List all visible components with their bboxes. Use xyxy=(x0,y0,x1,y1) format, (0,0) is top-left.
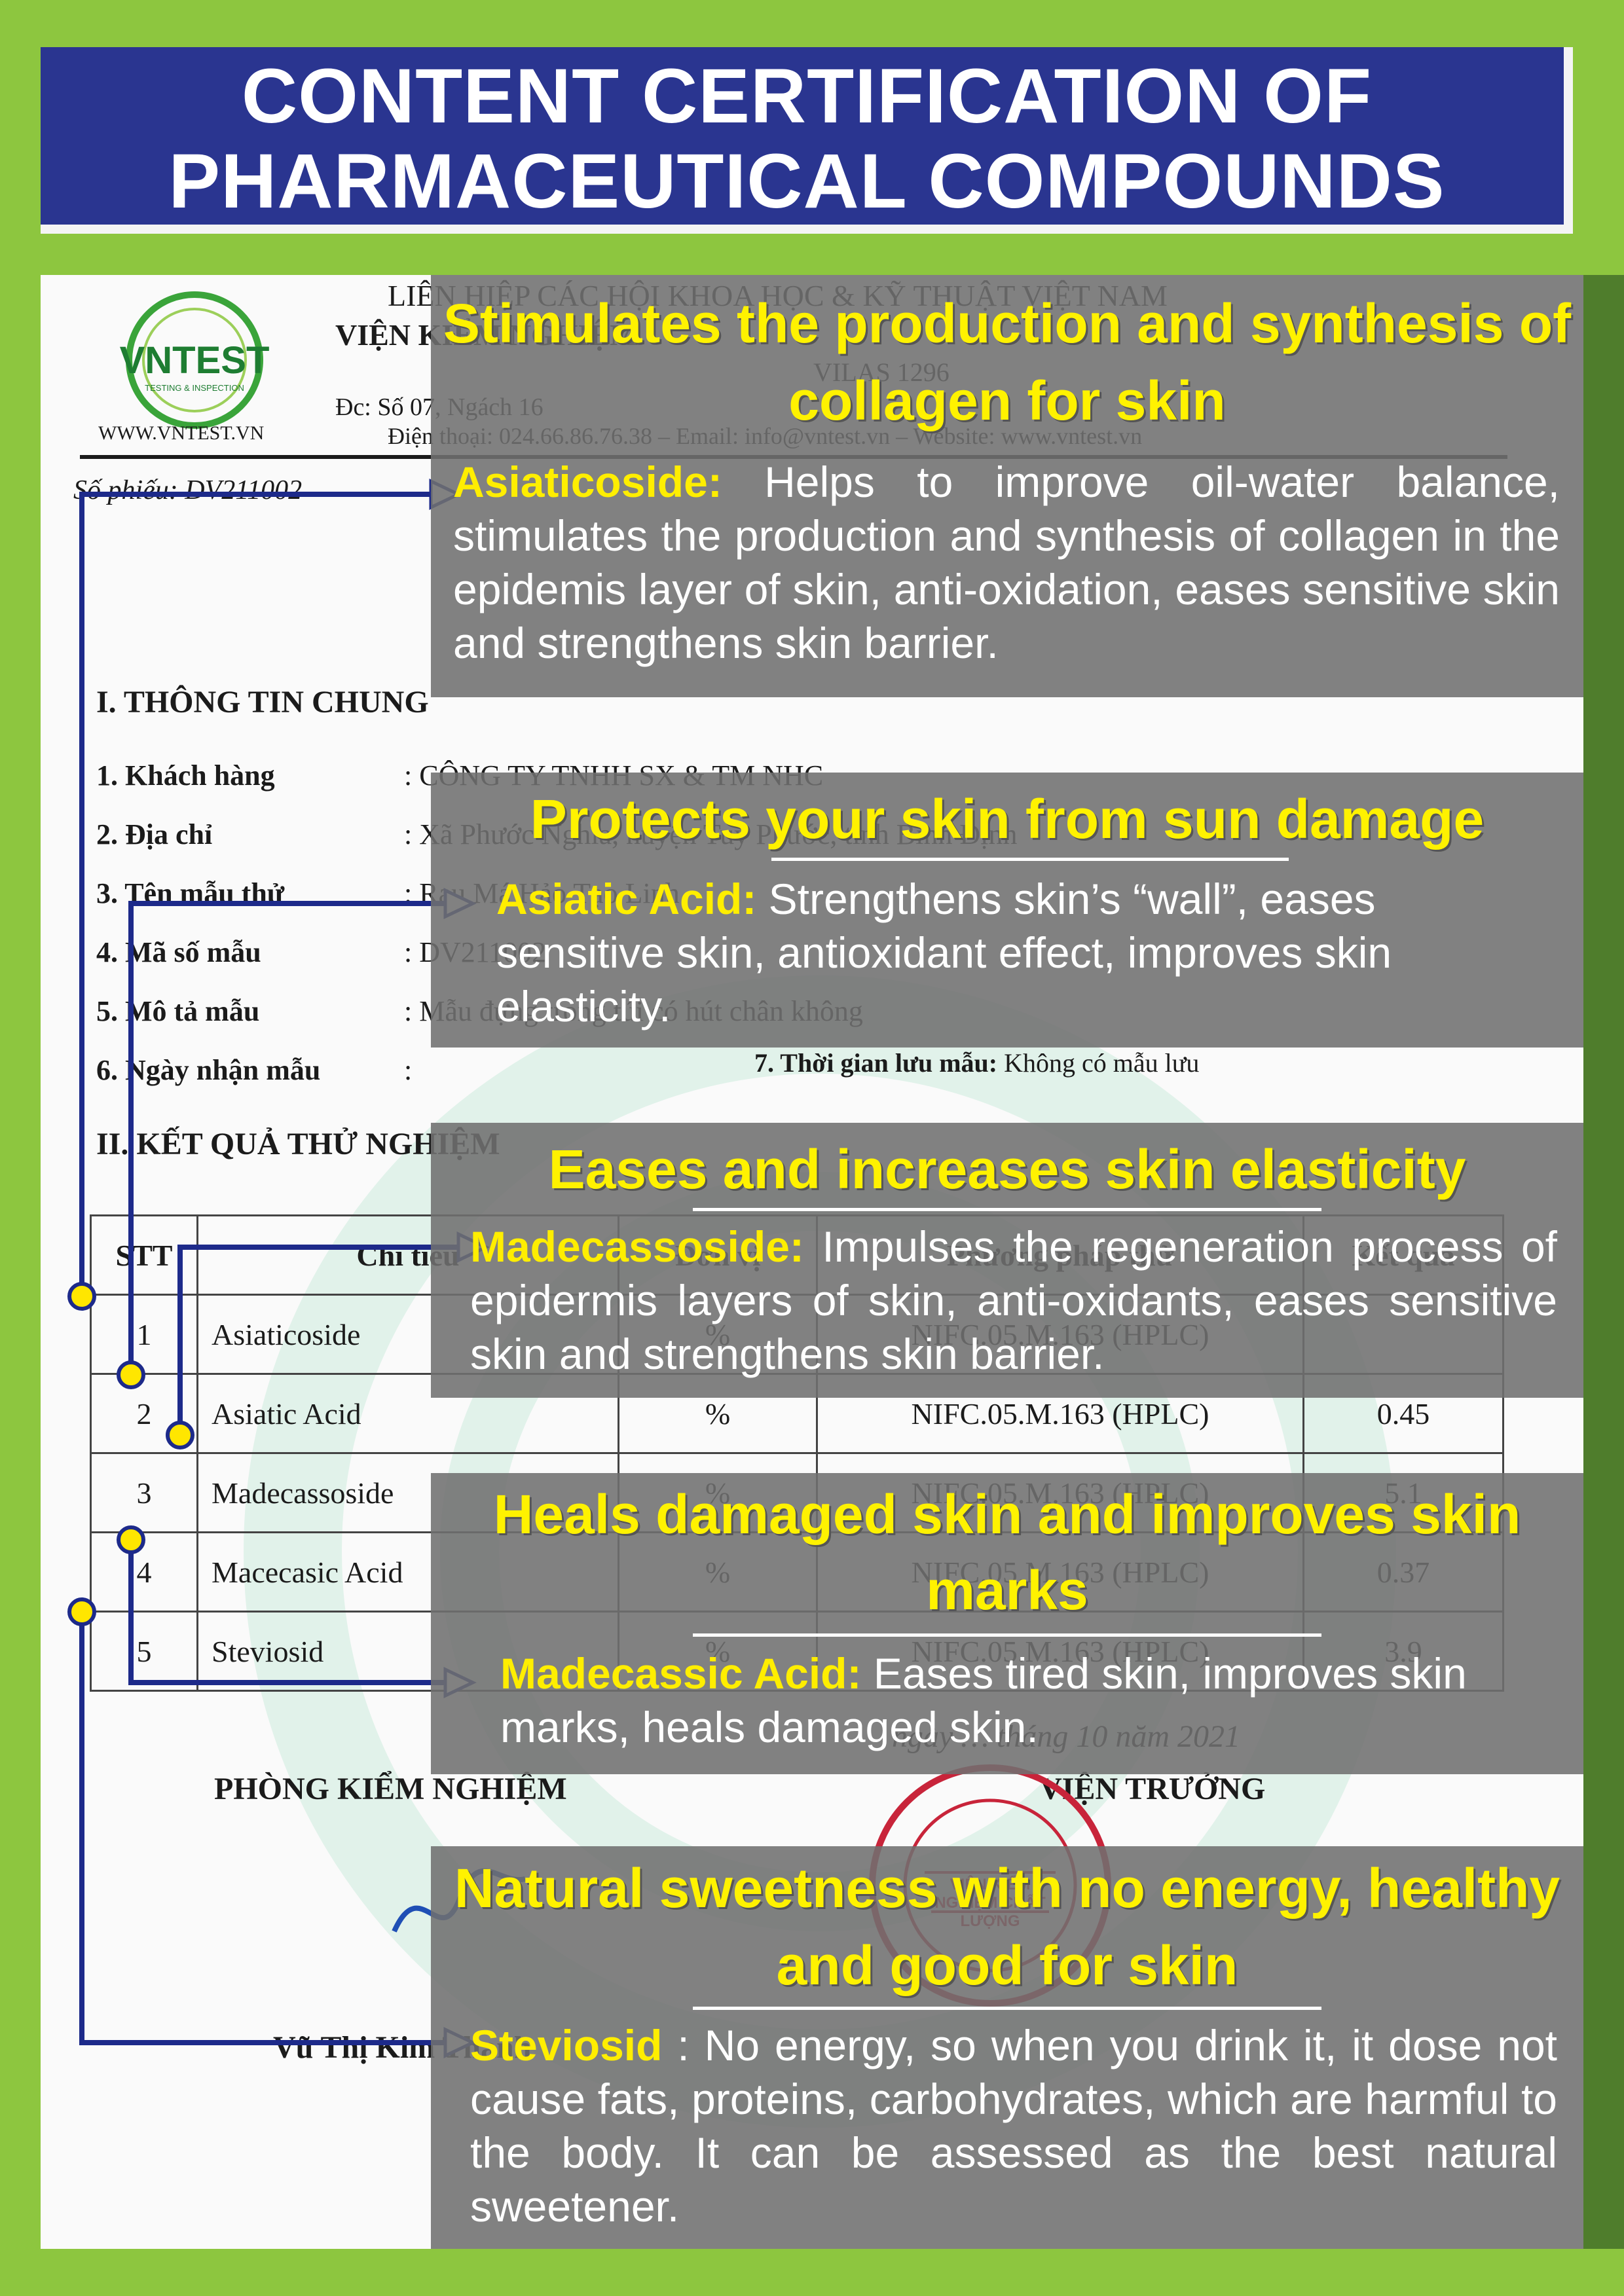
compound-name: Madecassoside: xyxy=(470,1222,804,1271)
connector-dot xyxy=(67,1597,96,1626)
vntest-logo: VNTEST TESTING & INSPECTION xyxy=(119,285,270,435)
connector-asiaticoside xyxy=(79,492,431,1296)
panel-underline xyxy=(693,2007,1321,2010)
connector-madecassic-acid xyxy=(128,1540,445,1685)
panel-title: Protects your skin from sun damage xyxy=(530,788,1485,850)
compound-description: Impulses the regeneration process of epi… xyxy=(470,1222,1557,1378)
connector-madecassoside xyxy=(177,1245,458,1435)
banner-title-line2: PHARMACEUTICAL COMPOUNDS xyxy=(168,138,1445,225)
panel-title: Stimulates the production and synthesis … xyxy=(443,293,1572,431)
connector-dot xyxy=(117,1525,145,1554)
compound-description: : No energy, so when you drink it, it do… xyxy=(470,2021,1557,2231)
panel-madecassic-acid: Heals damaged skin and improves skin mar… xyxy=(431,1473,1583,1774)
connector-asiatic-acid xyxy=(128,901,445,1375)
logo-text: VNTEST xyxy=(119,339,270,382)
right-edge-strip xyxy=(1583,275,1624,2249)
compound-description: Helps to improve oil-water balance, stim… xyxy=(453,458,1560,667)
compound-description: Eases tired skin, improves skin marks, h… xyxy=(500,1649,1467,1751)
connector-dot xyxy=(117,1360,145,1389)
storage-time: 7. Thời gian lưu mẫu: Không có mẫu lưu xyxy=(754,1048,1200,1078)
section-general-info: I. THÔNG TIN CHUNG xyxy=(96,685,429,720)
panel-body: Asiaticoside: Helps to improve oil-water… xyxy=(453,455,1560,670)
panel-title: Natural sweetness with no energy, health… xyxy=(454,1857,1560,1996)
panel-body: Asiatic Acid: Strengthens skin’s “wall”,… xyxy=(496,872,1551,1033)
panel-title: Heals damaged skin and improves skin mar… xyxy=(493,1484,1521,1621)
director-title: VIỆN TRƯỞNG xyxy=(1039,1772,1266,1806)
panel-asiaticoside: Stimulates the production and synthesis … xyxy=(431,275,1583,697)
panel-madecassoside: Eases and increases skin elasticity Made… xyxy=(431,1123,1583,1398)
connector-steviosid xyxy=(79,1612,445,2045)
panel-title: Eases and increases skin elasticity xyxy=(548,1139,1466,1200)
panel-body: Madecassoside: Impulses the regeneration… xyxy=(470,1220,1557,1381)
connector-dot xyxy=(67,1282,96,1311)
field-received-date: 6. Ngày nhận mẫu: xyxy=(96,1054,413,1086)
lab-department: PHÒNG KIỂM NGHIỆM xyxy=(214,1772,567,1806)
panel-underline xyxy=(693,1633,1321,1637)
report-number: Số phiếu: DV211002 xyxy=(73,475,303,505)
logo-subtext: TESTING & INSPECTION xyxy=(145,383,244,393)
website: WWW.VNTEST.VN xyxy=(98,422,265,444)
panel-asiatic-acid: Protects your skin from sun damage Asiat… xyxy=(431,773,1583,1048)
panel-underline xyxy=(693,1208,1321,1211)
compound-name: Asiatic Acid: xyxy=(496,875,757,923)
panel-body: Steviosid : No energy, so when you drink… xyxy=(470,2018,1557,2233)
panel-underline xyxy=(771,858,1289,861)
panel-body: Madecassic Acid: Eases tired skin, impro… xyxy=(500,1647,1555,1754)
compound-name: Steviosid xyxy=(470,2021,663,2069)
connector-dot xyxy=(166,1421,194,1449)
banner-title: CONTENT CERTIFICATION OF PHARMACEUTICAL … xyxy=(41,54,1573,224)
panel-steviosid: Natural sweetness with no energy, health… xyxy=(431,1846,1583,2249)
compound-name: Asiaticoside: xyxy=(453,458,722,506)
banner-title-line1: CONTENT CERTIFICATION OF xyxy=(241,53,1373,139)
compound-name: Madecassic Acid: xyxy=(500,1649,862,1698)
compound-description: Strengthens skin’s “wall”, eases sensiti… xyxy=(496,875,1392,1030)
title-banner xyxy=(41,47,1573,234)
